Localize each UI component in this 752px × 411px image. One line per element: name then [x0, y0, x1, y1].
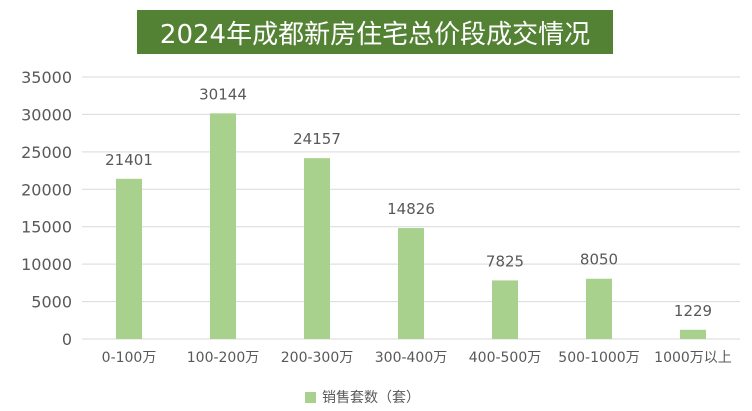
bar [586, 278, 612, 339]
chart-title-banner: 2024年成都新房住宅总价段成交情况 [137, 10, 613, 54]
bar [680, 329, 706, 339]
data-label: 30144 [199, 85, 247, 103]
x-tick-label: 100-200万 [187, 350, 260, 366]
data-label: 1229 [674, 302, 712, 320]
bar [304, 158, 330, 339]
y-tick-label: 5000 [31, 293, 72, 312]
legend-label: 销售套数（套） [322, 390, 420, 406]
data-label: 14826 [387, 200, 435, 218]
y-tick-label: 25000 [21, 143, 72, 162]
data-label: 24157 [293, 130, 341, 148]
x-tick-label: 300-400万 [375, 350, 448, 366]
y-tick-label: 10000 [21, 255, 72, 274]
y-tick-label: 0 [62, 330, 72, 349]
data-label: 21401 [105, 151, 153, 169]
x-tick-label: 400-500万 [469, 350, 542, 366]
chart-title: 2024年成都新房住宅总价段成交情况 [159, 19, 591, 50]
y-tick-label: 20000 [21, 180, 72, 199]
bar [210, 113, 236, 339]
y-tick-label: 35000 [21, 68, 72, 87]
x-tick-label: 1000万以上 [654, 350, 732, 366]
legend-swatch [305, 391, 316, 403]
x-tick-label: 500-1000万 [558, 350, 639, 366]
y-tick-label: 15000 [21, 218, 72, 237]
bar [116, 178, 142, 339]
bar [492, 280, 518, 339]
data-label: 8050 [580, 251, 618, 269]
x-tick-label: 200-300万 [281, 350, 354, 366]
x-tick-label: 0-100万 [102, 350, 157, 366]
data-label: 7825 [486, 252, 524, 270]
legend: 销售套数（套） [305, 388, 420, 406]
bar [398, 228, 424, 339]
y-tick-label: 30000 [21, 105, 72, 124]
